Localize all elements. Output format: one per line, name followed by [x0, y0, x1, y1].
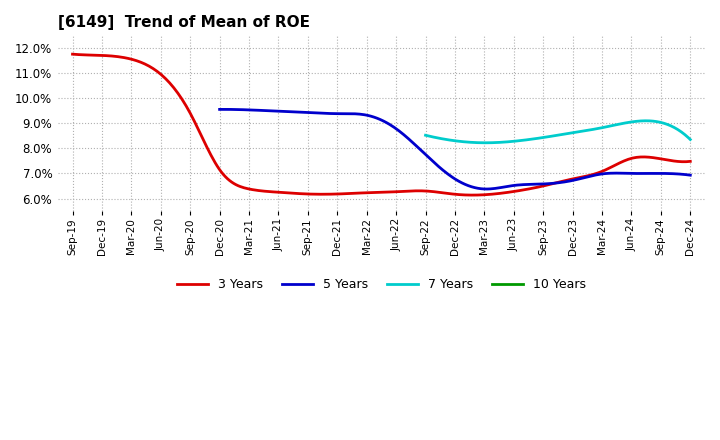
- Legend: 3 Years, 5 Years, 7 Years, 10 Years: 3 Years, 5 Years, 7 Years, 10 Years: [171, 273, 591, 296]
- Text: [6149]  Trend of Mean of ROE: [6149] Trend of Mean of ROE: [58, 15, 310, 30]
